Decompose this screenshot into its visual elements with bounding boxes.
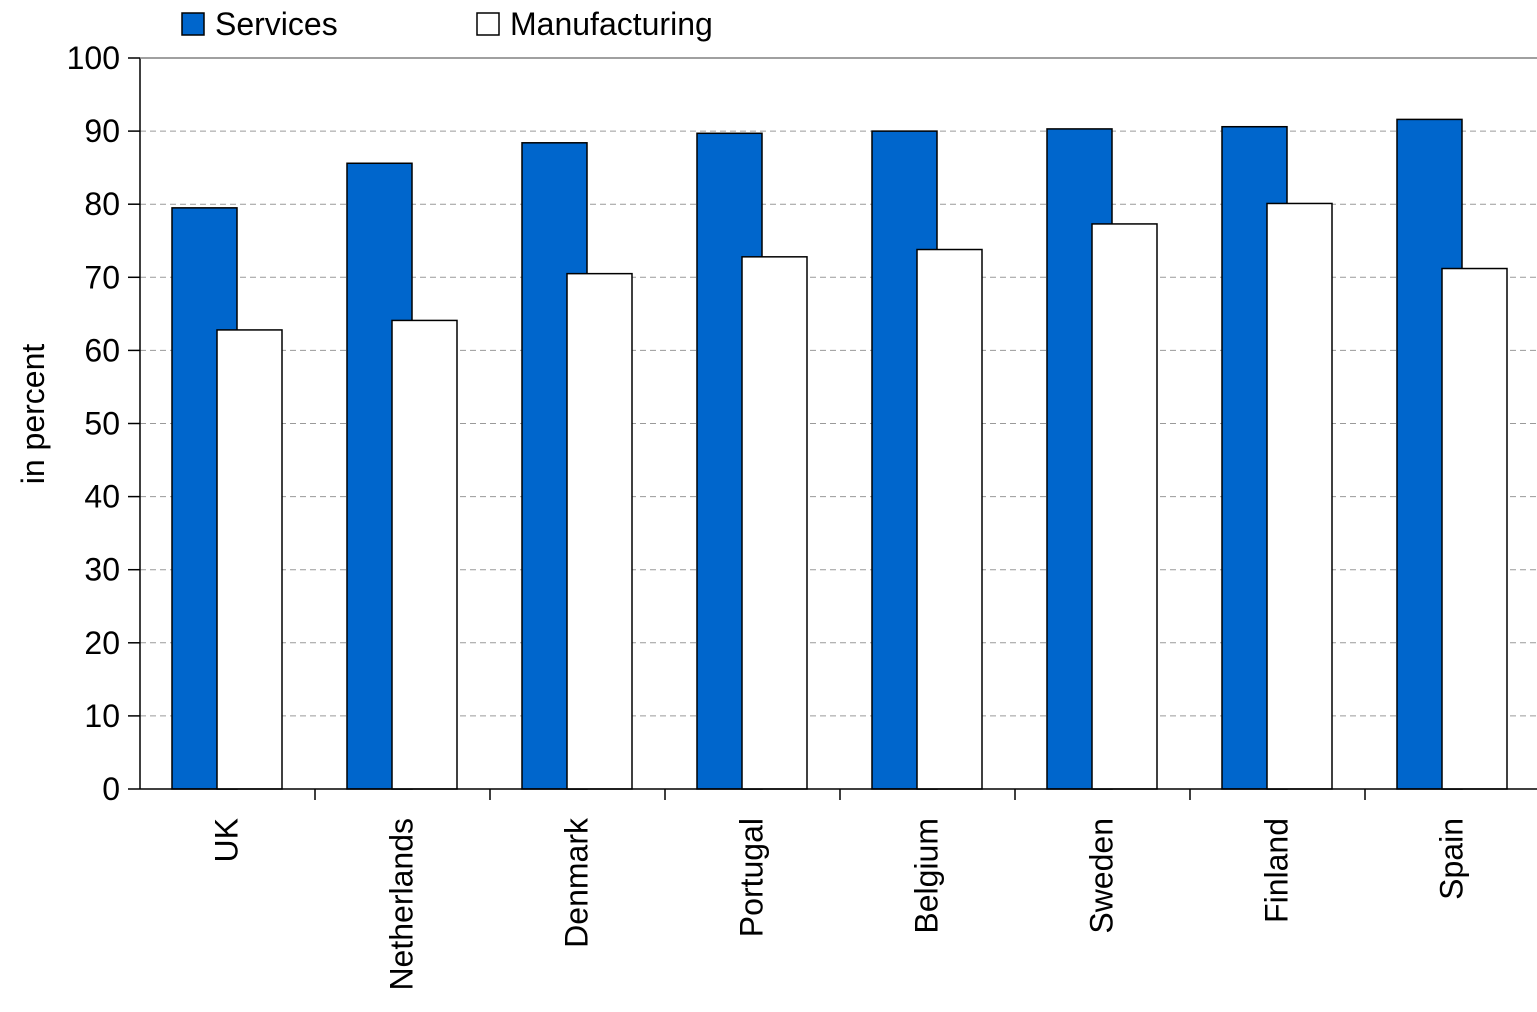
legend: Services Manufacturing — [181, 6, 713, 42]
y-ticks: 0 10 20 30 40 50 60 70 80 90 100 — [67, 40, 140, 807]
legend-label-manufacturing: Manufacturing — [510, 6, 713, 42]
bar-manufacturing — [216, 329, 283, 790]
x-ticks — [314, 789, 1366, 800]
y-tick-label: 40 — [84, 479, 120, 515]
bar-manufacturing — [1441, 267, 1508, 790]
category-label: Spain — [1434, 818, 1470, 900]
y-tick-label: 60 — [84, 332, 120, 368]
bar-manufacturing — [916, 248, 983, 790]
legend-swatch-services — [181, 12, 205, 36]
y-tick-label: 0 — [102, 771, 120, 807]
category-label: Portugal — [734, 818, 770, 937]
bar-manufacturing — [741, 256, 808, 790]
bar-manufacturing — [1091, 223, 1158, 790]
y-tick-label: 20 — [84, 625, 120, 661]
y-tick-label: 100 — [67, 40, 120, 76]
category-label: Belgium — [909, 818, 945, 934]
y-tick-label: 30 — [84, 552, 120, 588]
bar-manufacturing — [566, 272, 633, 790]
y-axis-label: in percent — [15, 344, 51, 485]
category-label: Sweden — [1084, 818, 1120, 934]
legend-label-services: Services — [215, 6, 338, 42]
category-label: Denmark — [559, 817, 595, 948]
bars — [171, 118, 1508, 790]
y-tick-label: 90 — [84, 113, 120, 149]
y-tick-label: 50 — [84, 406, 120, 442]
category-label: UK — [209, 818, 245, 862]
category-label: Finland — [1259, 818, 1295, 923]
category-labels: UK Netherlands Denmark Portugal Belgium Swede… — [209, 817, 1470, 991]
y-tick-label: 10 — [84, 698, 120, 734]
legend-swatch-manufacturing — [476, 12, 500, 36]
bar-manufacturing — [1266, 202, 1333, 790]
category-label: Netherlands — [384, 818, 420, 991]
y-tick-label: 70 — [84, 259, 120, 295]
y-tick-label: 80 — [84, 186, 120, 222]
bar-manufacturing — [391, 319, 458, 790]
